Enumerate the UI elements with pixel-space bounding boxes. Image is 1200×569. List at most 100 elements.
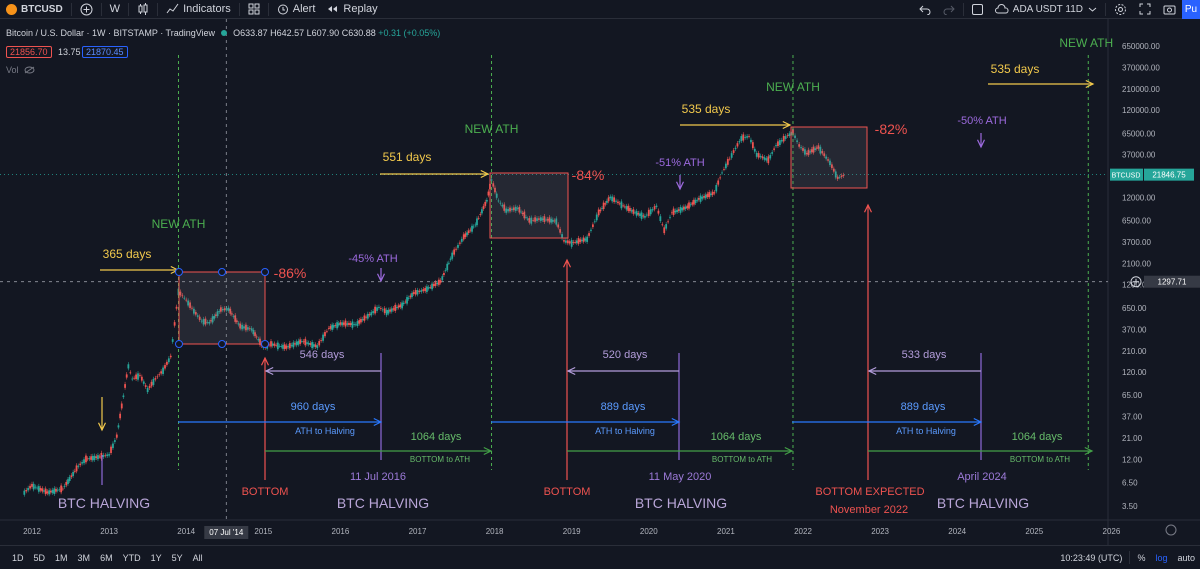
candle-body: [566, 240, 569, 244]
drop-label-86: -86%: [274, 265, 307, 281]
candle-body: [424, 287, 427, 292]
range-button-1y[interactable]: 1Y: [150, 552, 162, 563]
candle-body: [288, 343, 291, 349]
price-chart[interactable]: 650000.00 370000.00 210000.00 120000.00 6500…: [0, 19, 1200, 545]
crosshair-price-label: 1297.71: [1158, 278, 1187, 287]
symbol-search-button[interactable]: BTCUSD: [0, 0, 69, 19]
candle-body: [691, 202, 694, 205]
chart-type-button[interactable]: [131, 0, 155, 19]
candle-body: [543, 216, 546, 223]
range-button-ytd[interactable]: YTD: [122, 552, 141, 563]
auto-scale-toggle[interactable]: auto: [1177, 552, 1195, 563]
log-scale-toggle[interactable]: log: [1155, 552, 1168, 563]
candle-body: [179, 291, 182, 296]
candle-body: [568, 241, 571, 244]
compare-symbol-button[interactable]: [74, 0, 99, 19]
candle-body: [156, 376, 159, 378]
candle-body: [821, 151, 824, 154]
range-button-5d[interactable]: 5D: [33, 552, 46, 563]
range-button-3m[interactable]: 3M: [77, 552, 91, 563]
candle-body: [189, 302, 191, 308]
candle-body: [699, 195, 702, 202]
candle-body: [202, 319, 205, 325]
undo-button[interactable]: [913, 0, 937, 19]
ath-drop-arrow-50-head: [976, 139, 986, 149]
candle-body: [704, 194, 707, 199]
time-tick-label: 2012: [23, 527, 41, 536]
candle-body: [832, 168, 835, 172]
candle-body: [276, 342, 279, 350]
bid-value: 21856.70: [10, 47, 48, 57]
candle-body: [422, 289, 425, 292]
price-tick-label: 6.50: [1122, 479, 1138, 488]
candle-body: [434, 282, 437, 286]
candle-body: [719, 177, 722, 179]
bitcoin-logo-icon: [6, 3, 17, 15]
candle-body: [823, 153, 826, 157]
alert-button[interactable]: Alert: [271, 0, 322, 19]
candle-body: [427, 287, 430, 289]
drop-label-84: -84%: [572, 167, 605, 183]
percent-scale-toggle[interactable]: %: [1137, 552, 1146, 563]
candle-body: [474, 224, 477, 226]
utc-clock[interactable]: 10:23:49 (UTC): [1060, 552, 1123, 563]
indicators-button[interactable]: Indicators: [160, 0, 237, 19]
fullscreen-button[interactable]: [1133, 0, 1157, 19]
price-tick-label: 370000.00: [1122, 63, 1160, 72]
watch-symbol-dropdown[interactable]: ADA USDT 11D: [989, 0, 1103, 19]
candle-body: [376, 307, 378, 311]
candle-body: [68, 477, 71, 481]
new-ath-label-4: NEW ATH: [1059, 36, 1113, 50]
candle-body: [679, 206, 682, 213]
candle-body: [299, 339, 302, 344]
candle-body: [390, 308, 393, 312]
replay-button[interactable]: Replay: [321, 0, 383, 19]
candle-body: [644, 215, 646, 218]
settings-button[interactable]: [1108, 0, 1133, 19]
snapshot-button[interactable]: [1157, 0, 1182, 19]
range-button-6m[interactable]: 6M: [100, 552, 113, 563]
candle-body: [477, 217, 480, 219]
range-button-5y[interactable]: 5Y: [171, 552, 183, 563]
select-checkbox[interactable]: [966, 0, 989, 19]
grid-icon: [248, 3, 260, 15]
candle-body: [545, 219, 547, 221]
eye-off-icon[interactable]: [24, 66, 35, 74]
candle-body: [361, 319, 364, 321]
halving-label-3: BTC HALVING: [635, 495, 727, 511]
candle-body: [694, 199, 697, 204]
candle-body: [280, 346, 283, 347]
candle-body: [351, 321, 354, 328]
candle-body: [378, 306, 380, 308]
candle-body: [495, 193, 498, 198]
candle-body: [693, 199, 695, 205]
candle-body: [671, 212, 673, 214]
candle-body: [120, 403, 123, 409]
price-tick-label: 650.00: [1122, 304, 1147, 313]
candle-body: [306, 342, 308, 344]
candle-body: [61, 488, 64, 490]
indicators-icon: [166, 3, 179, 14]
publish-button[interactable]: Pu: [1182, 0, 1200, 19]
candle-body: [171, 339, 174, 342]
bid-price-button[interactable]: 21856.70: [6, 46, 52, 58]
range-button-1d[interactable]: 1D: [12, 552, 24, 563]
candle-body: [379, 308, 382, 309]
candle-body: [273, 343, 276, 346]
top-toolbar: BTCUSD W Indicators Alert Replay ADA USD…: [0, 0, 1200, 19]
candle-body: [314, 344, 317, 348]
interval-button[interactable]: W: [104, 0, 126, 19]
candle-body: [127, 364, 130, 369]
range-button-all[interactable]: All: [192, 552, 203, 563]
drawdown-box-handle: [175, 340, 183, 348]
candle-body: [557, 224, 560, 228]
layout-button[interactable]: [242, 0, 266, 19]
candle-body: [210, 320, 212, 322]
candle-body: [44, 488, 47, 495]
range-button-1m[interactable]: 1M: [55, 552, 68, 563]
candle-body: [320, 340, 323, 341]
candle-body: [827, 159, 829, 161]
redo-button[interactable]: [937, 0, 961, 19]
ask-price-button[interactable]: 21870.45: [82, 46, 128, 58]
candle-body: [231, 313, 233, 315]
